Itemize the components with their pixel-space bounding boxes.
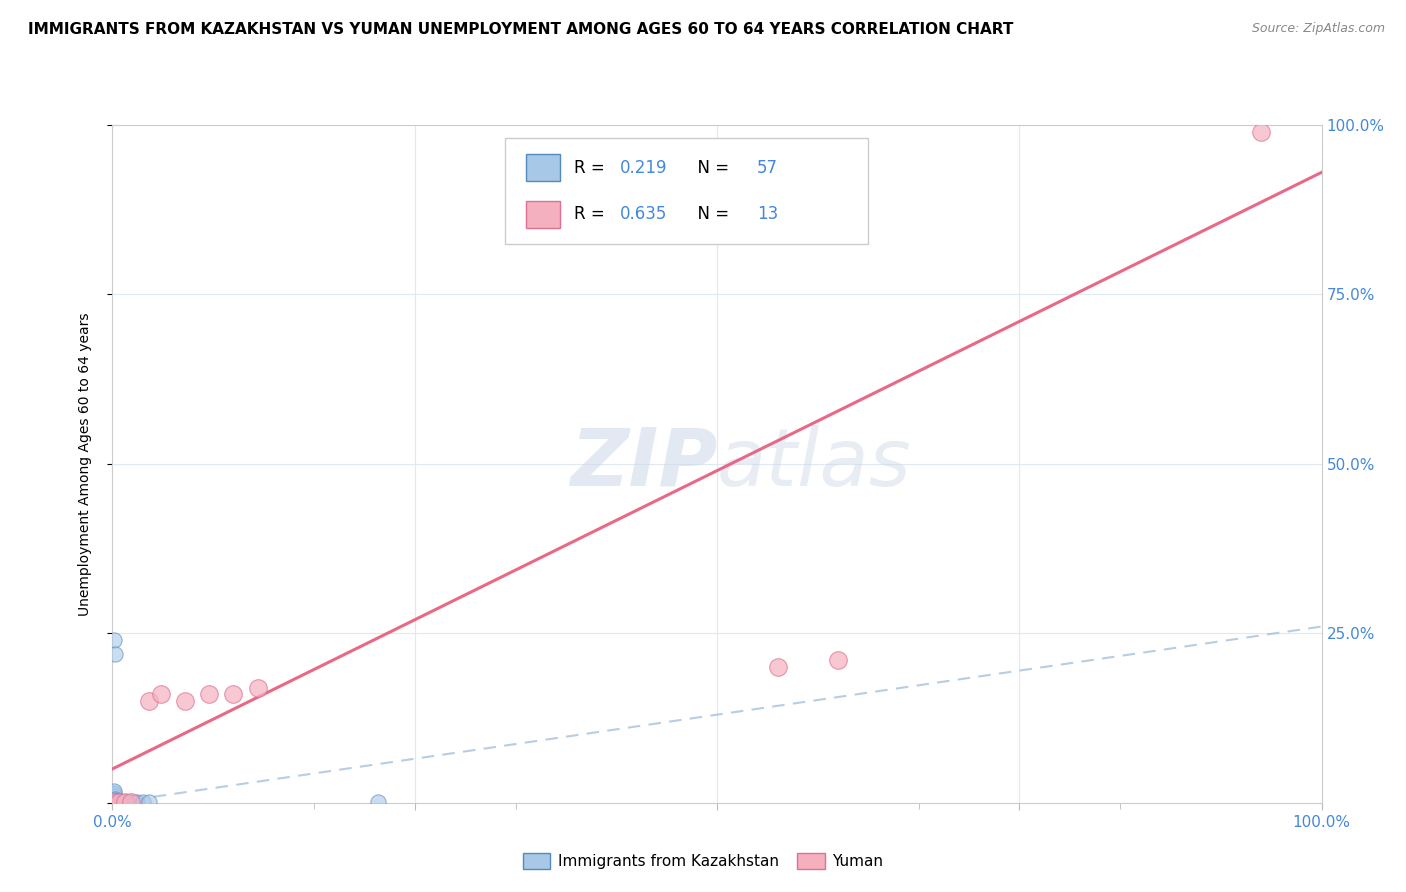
Point bbox=[104, 795, 127, 809]
Point bbox=[104, 794, 127, 808]
Point bbox=[104, 792, 127, 806]
Point bbox=[115, 795, 138, 809]
Bar bbox=[526, 154, 560, 181]
Point bbox=[103, 795, 125, 809]
Point bbox=[104, 793, 127, 807]
Point bbox=[104, 794, 127, 808]
Point bbox=[149, 687, 172, 701]
Point bbox=[222, 687, 245, 701]
Point bbox=[103, 795, 125, 809]
Point bbox=[103, 795, 125, 809]
Point bbox=[103, 795, 125, 809]
Point bbox=[110, 795, 132, 809]
Point bbox=[103, 633, 125, 648]
Legend: Immigrants from Kazakhstan, Yuman: Immigrants from Kazakhstan, Yuman bbox=[516, 847, 890, 875]
Point bbox=[103, 790, 125, 805]
Text: 57: 57 bbox=[756, 159, 778, 177]
Point bbox=[120, 795, 142, 809]
Point bbox=[114, 795, 136, 809]
Text: R =: R = bbox=[575, 159, 610, 177]
Point bbox=[103, 795, 125, 809]
Point bbox=[103, 795, 125, 809]
Point bbox=[367, 795, 389, 809]
Point bbox=[105, 795, 128, 809]
Point bbox=[103, 795, 125, 809]
Y-axis label: Unemployment Among Ages 60 to 64 years: Unemployment Among Ages 60 to 64 years bbox=[77, 312, 91, 615]
Point bbox=[103, 789, 125, 803]
Point bbox=[103, 795, 125, 809]
Point bbox=[114, 795, 136, 809]
Point bbox=[104, 647, 127, 661]
Point bbox=[107, 795, 129, 809]
Text: 0.219: 0.219 bbox=[620, 159, 668, 177]
Point bbox=[105, 795, 128, 809]
Text: N =: N = bbox=[686, 159, 734, 177]
Point bbox=[138, 795, 160, 809]
Point bbox=[105, 794, 128, 808]
Point bbox=[111, 795, 134, 809]
Text: IMMIGRANTS FROM KAZAKHSTAN VS YUMAN UNEMPLOYMENT AMONG AGES 60 TO 64 YEARS CORRE: IMMIGRANTS FROM KAZAKHSTAN VS YUMAN UNEM… bbox=[28, 22, 1014, 37]
Point bbox=[174, 694, 197, 708]
Point bbox=[103, 783, 125, 797]
Point bbox=[103, 793, 125, 807]
Point bbox=[103, 795, 125, 809]
Point bbox=[103, 786, 125, 800]
Point bbox=[246, 681, 269, 695]
Point bbox=[103, 795, 125, 809]
Point bbox=[103, 795, 125, 809]
Point bbox=[103, 795, 125, 809]
Point bbox=[125, 795, 148, 809]
Point bbox=[103, 795, 125, 809]
Point bbox=[104, 795, 127, 809]
Text: ZIP: ZIP bbox=[569, 425, 717, 503]
Point bbox=[103, 794, 125, 808]
Point bbox=[138, 694, 160, 708]
Point bbox=[103, 788, 125, 802]
Point bbox=[103, 795, 125, 809]
Point bbox=[103, 791, 125, 805]
Point bbox=[1250, 125, 1272, 139]
Point bbox=[198, 687, 221, 701]
Text: atlas: atlas bbox=[717, 425, 912, 503]
Point bbox=[112, 795, 135, 809]
Text: 13: 13 bbox=[756, 205, 778, 223]
Point bbox=[120, 795, 142, 809]
Text: 0.635: 0.635 bbox=[620, 205, 668, 223]
Bar bbox=[526, 201, 560, 228]
Text: N =: N = bbox=[686, 205, 734, 223]
Point bbox=[103, 795, 125, 809]
Point bbox=[103, 792, 125, 806]
Point bbox=[105, 794, 128, 808]
Point bbox=[103, 795, 125, 809]
Point bbox=[103, 795, 125, 809]
Point bbox=[103, 795, 125, 809]
FancyBboxPatch shape bbox=[506, 138, 868, 244]
Point bbox=[103, 795, 125, 809]
Point bbox=[108, 795, 131, 809]
Point bbox=[766, 660, 789, 674]
Point bbox=[105, 794, 128, 808]
Point bbox=[103, 795, 125, 809]
Point bbox=[827, 653, 849, 667]
Point bbox=[103, 795, 125, 809]
Point bbox=[103, 791, 125, 805]
Point bbox=[132, 795, 155, 809]
Point bbox=[107, 795, 129, 809]
Point bbox=[103, 795, 125, 809]
Point bbox=[122, 795, 145, 809]
Text: Source: ZipAtlas.com: Source: ZipAtlas.com bbox=[1251, 22, 1385, 36]
Text: R =: R = bbox=[575, 205, 610, 223]
